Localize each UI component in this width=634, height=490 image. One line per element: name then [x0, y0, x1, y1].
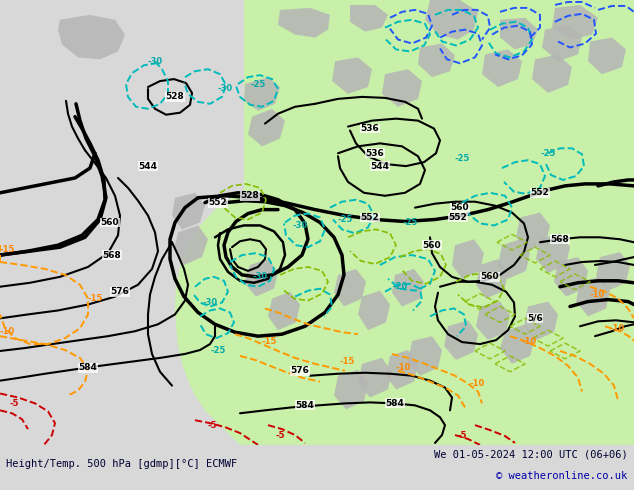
Polygon shape [408, 336, 442, 376]
Text: -10: -10 [395, 363, 410, 372]
Text: Height/Temp. 500 hPa [gdmp][°C] ECMWF: Height/Temp. 500 hPa [gdmp][°C] ECMWF [6, 460, 238, 469]
Text: -30: -30 [252, 272, 268, 281]
Polygon shape [498, 239, 530, 279]
Text: 552: 552 [449, 213, 467, 222]
Polygon shape [444, 320, 478, 360]
Text: 544: 544 [138, 162, 157, 171]
Polygon shape [278, 8, 330, 38]
Text: 568: 568 [103, 250, 121, 260]
Polygon shape [358, 358, 392, 397]
Polygon shape [386, 350, 418, 390]
Polygon shape [576, 277, 610, 317]
Polygon shape [452, 239, 484, 279]
Text: 576: 576 [290, 366, 309, 375]
Polygon shape [244, 259, 278, 296]
Text: -5: -5 [10, 399, 20, 408]
Polygon shape [542, 24, 582, 61]
Text: -25: -25 [210, 346, 226, 355]
Text: -15: -15 [340, 357, 356, 367]
Text: -30: -30 [202, 298, 217, 307]
Text: 560: 560 [101, 218, 119, 227]
Polygon shape [382, 69, 422, 107]
Text: -25: -25 [337, 215, 353, 224]
Text: 552: 552 [209, 198, 228, 207]
Text: -25: -25 [455, 154, 470, 163]
Polygon shape [418, 44, 455, 77]
Polygon shape [554, 257, 588, 296]
Text: -5: -5 [458, 431, 467, 440]
Polygon shape [248, 109, 285, 147]
Text: 584: 584 [295, 401, 314, 410]
Polygon shape [516, 213, 550, 251]
Polygon shape [58, 15, 125, 59]
Text: -10: -10 [590, 290, 605, 299]
Text: -10: -10 [470, 379, 485, 388]
Polygon shape [536, 233, 570, 273]
Text: 544: 544 [370, 162, 389, 171]
Polygon shape [244, 77, 280, 111]
Text: © weatheronline.co.uk: © weatheronline.co.uk [496, 471, 628, 481]
Text: -5: -5 [208, 420, 217, 430]
Polygon shape [476, 259, 508, 298]
Text: 536: 536 [366, 149, 384, 158]
Polygon shape [172, 193, 205, 229]
Polygon shape [476, 301, 510, 340]
Polygon shape [532, 54, 572, 93]
Polygon shape [482, 49, 522, 87]
Text: 560: 560 [423, 241, 441, 250]
Text: 560: 560 [451, 203, 469, 212]
Text: -30: -30 [148, 57, 162, 66]
Text: -25: -25 [540, 149, 555, 158]
Polygon shape [175, 0, 634, 445]
Text: 576: 576 [110, 287, 129, 296]
Text: -25: -25 [250, 79, 266, 89]
Text: -10: -10 [0, 327, 15, 336]
Text: 536: 536 [361, 124, 379, 133]
Text: 568: 568 [550, 235, 569, 244]
Text: 560: 560 [481, 272, 500, 281]
Polygon shape [588, 38, 626, 74]
Text: -30: -30 [292, 221, 307, 230]
Text: -20: -20 [392, 282, 408, 291]
Text: 584: 584 [385, 399, 404, 408]
Polygon shape [358, 291, 390, 330]
Polygon shape [425, 0, 478, 40]
Polygon shape [524, 301, 558, 340]
Polygon shape [392, 269, 424, 307]
Text: 552: 552 [361, 213, 379, 222]
Polygon shape [334, 269, 366, 307]
Text: -25: -25 [403, 218, 418, 227]
Text: -15: -15 [88, 294, 103, 303]
Polygon shape [500, 324, 535, 364]
Text: -5: -5 [275, 431, 285, 440]
Polygon shape [332, 57, 372, 94]
Polygon shape [334, 370, 368, 409]
Polygon shape [596, 252, 630, 291]
Text: 528: 528 [165, 93, 184, 101]
Polygon shape [552, 5, 598, 40]
Polygon shape [350, 5, 388, 32]
Text: We 01-05-2024 12:00 UTC (06+06): We 01-05-2024 12:00 UTC (06+06) [434, 450, 628, 460]
Polygon shape [268, 292, 300, 330]
Polygon shape [174, 225, 208, 265]
Text: 584: 584 [79, 363, 98, 372]
Text: 552: 552 [531, 188, 550, 197]
Polygon shape [500, 18, 538, 49]
Text: 5/6: 5/6 [527, 314, 543, 323]
Text: -30: -30 [217, 84, 233, 94]
Text: -10: -10 [610, 324, 625, 333]
Text: -10: -10 [522, 337, 537, 345]
Text: -15: -15 [262, 337, 278, 345]
Text: -15: -15 [0, 245, 15, 254]
Text: 528: 528 [241, 191, 259, 200]
